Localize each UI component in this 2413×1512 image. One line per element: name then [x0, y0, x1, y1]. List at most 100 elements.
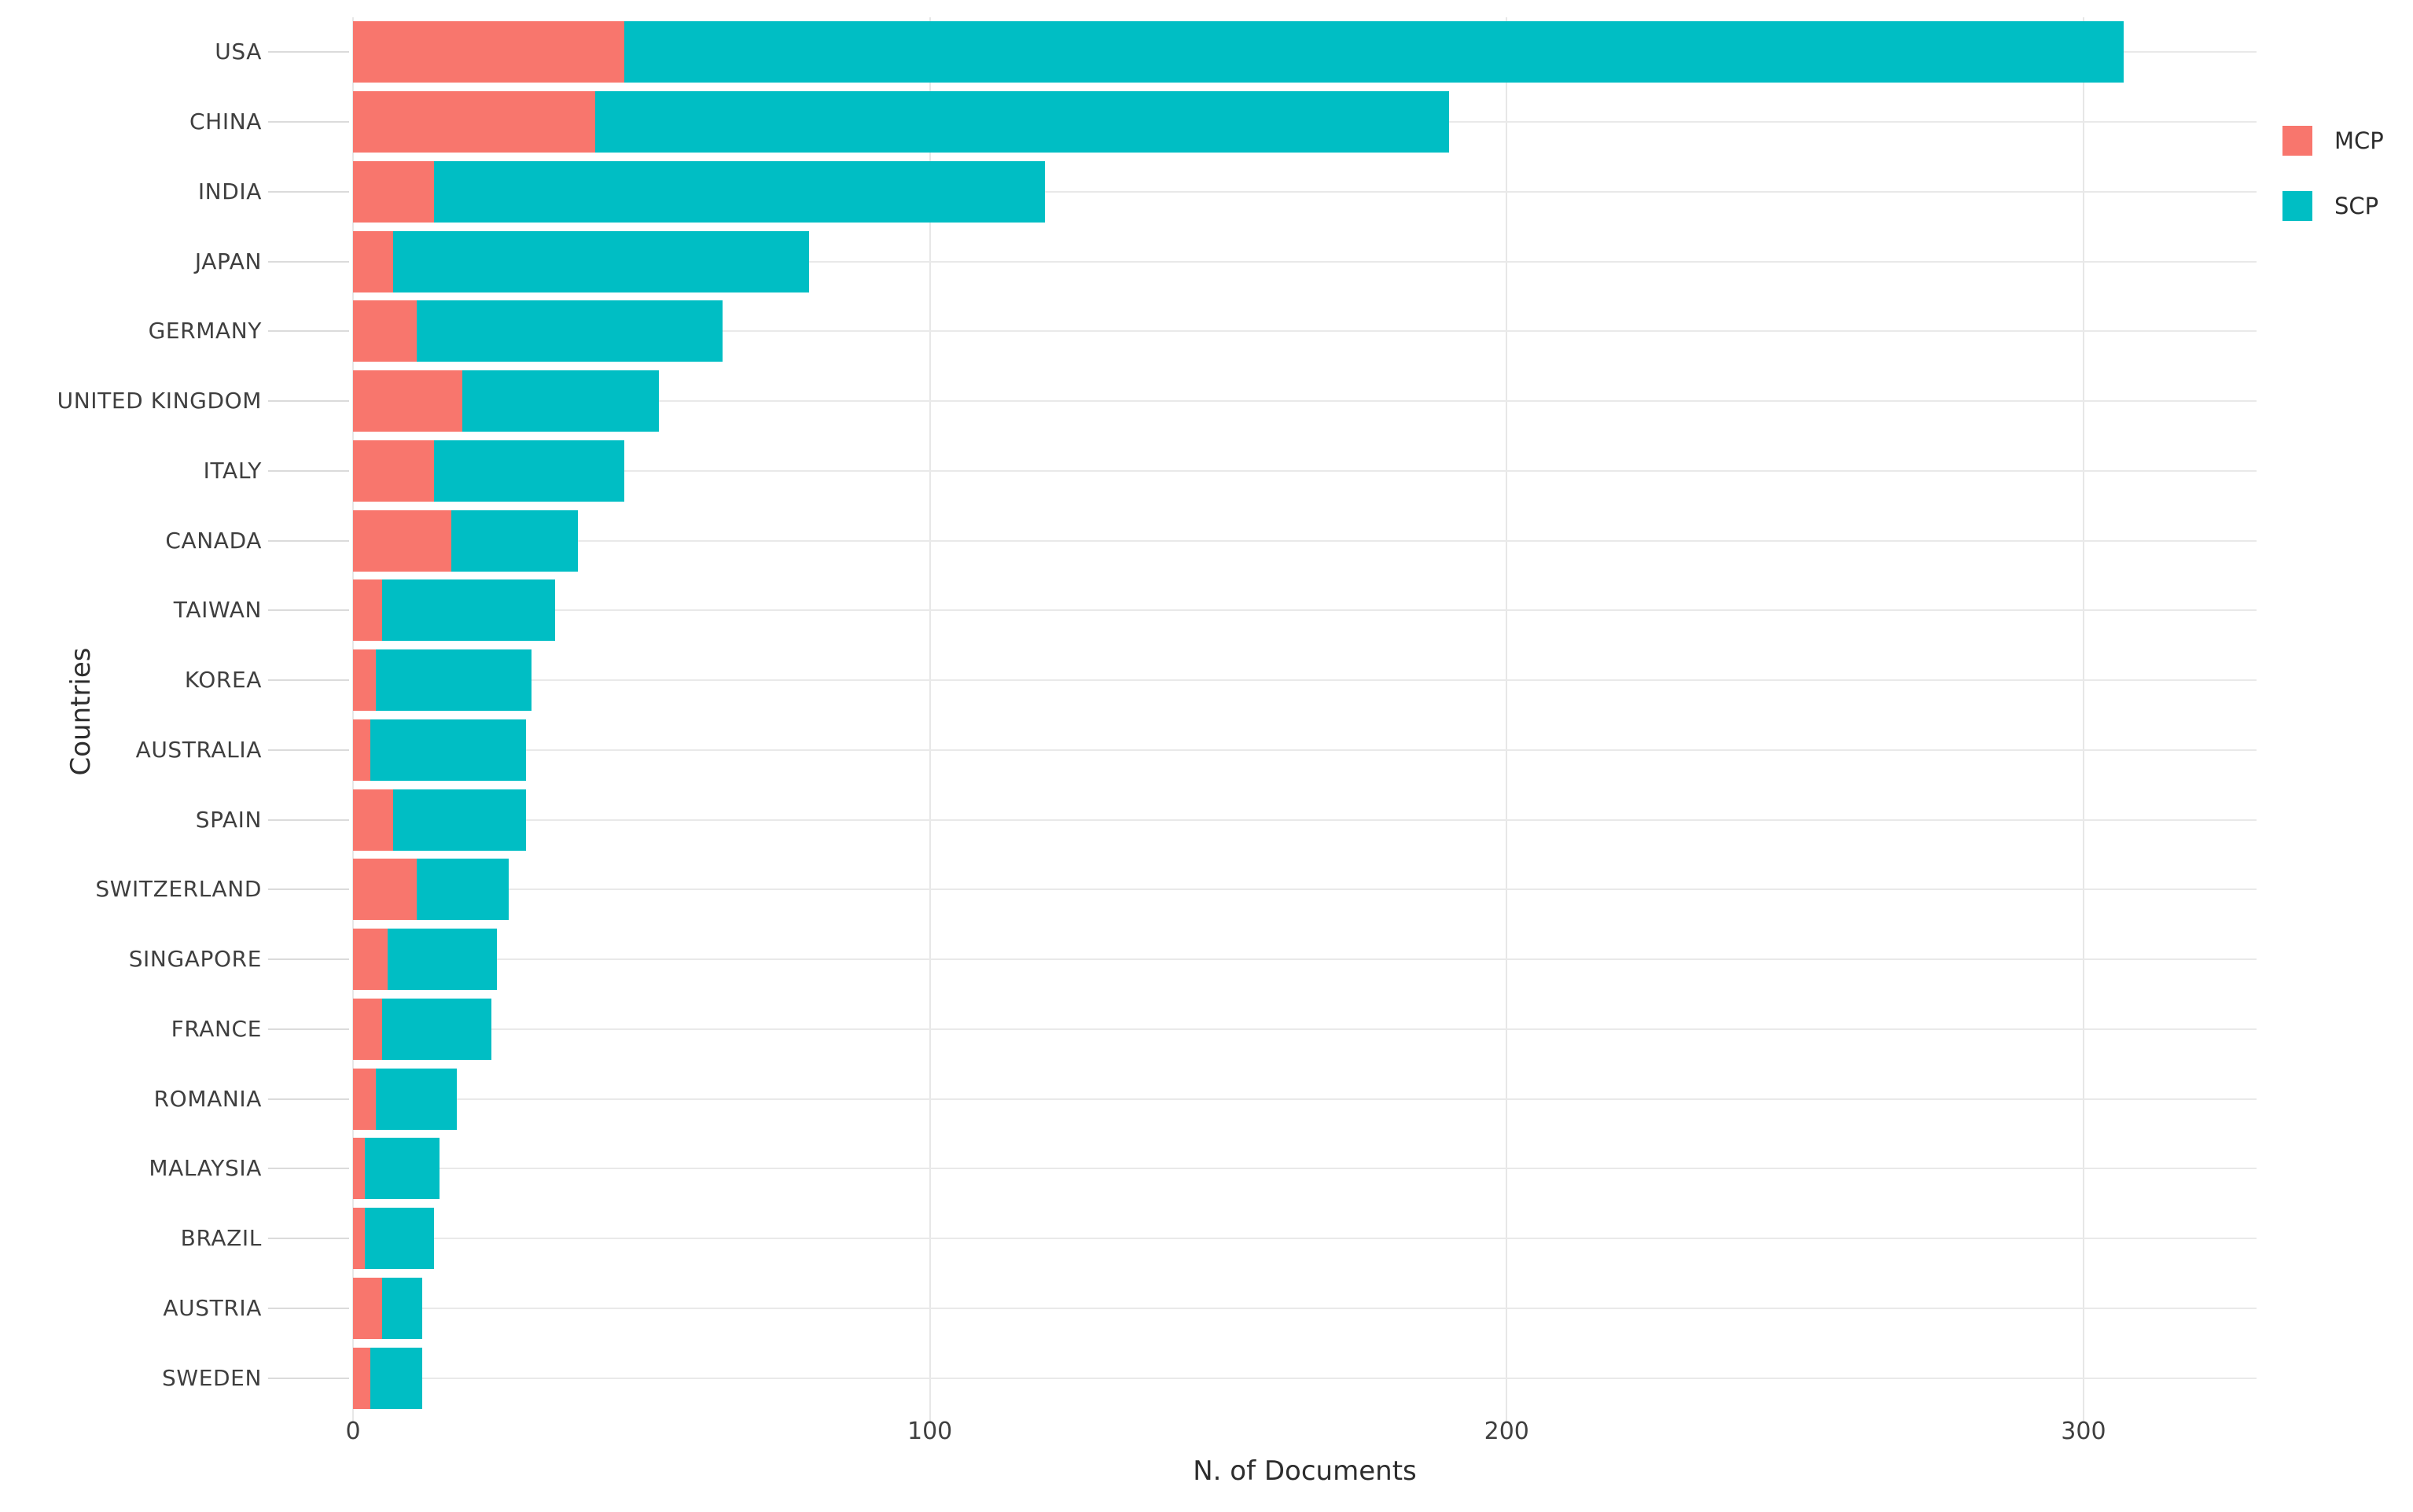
bar-row	[353, 506, 2257, 576]
bar-segment-scp-spain	[393, 789, 527, 851]
x-gridline-300	[2082, 17, 2084, 1424]
y-gridline	[353, 958, 2257, 961]
y-tick-line	[268, 51, 349, 53]
bar-segment-scp-germany	[416, 300, 723, 362]
y-tick-line	[268, 1098, 349, 1100]
y-axis-label-united-kingdom: UNITED KINGDOM	[57, 388, 262, 414]
bar-row	[353, 716, 2257, 785]
bar-row	[353, 226, 2257, 296]
bar-segment-mcp-china	[353, 91, 596, 153]
bar-segment-mcp-italy	[353, 440, 434, 502]
x-tick-label-200: 200	[1484, 1418, 1529, 1445]
y-gridline	[353, 1028, 2257, 1030]
bar-row	[353, 436, 2257, 506]
y-axis-label-italy: ITALY	[203, 457, 262, 484]
y-tick-line	[268, 190, 349, 193]
bar-segment-mcp-korea	[353, 649, 377, 712]
x-axis-title: N. of Documents	[1193, 1455, 1417, 1487]
y-tick-line	[268, 749, 349, 751]
bar-row	[353, 1274, 2257, 1344]
bar-segment-scp-austria	[381, 1277, 423, 1339]
y-tick-line	[268, 1168, 349, 1170]
y-axis-label-spain: SPAIN	[195, 806, 262, 833]
y-axis-label-germany: GERMANY	[148, 318, 262, 344]
bar-segment-scp-china	[595, 91, 1449, 153]
bar-segment-scp-canada	[451, 510, 579, 572]
y-axis-label-india: INDIA	[197, 178, 262, 204]
y-tick-line	[268, 469, 349, 472]
bar-segment-scp-usa	[623, 21, 2124, 83]
mcp-color-swatch	[2282, 126, 2312, 156]
y-tick-line	[268, 609, 349, 612]
bar-segment-scp-australia	[370, 719, 527, 781]
legend-entry-scp: SCP	[2282, 191, 2384, 221]
y-gridline	[353, 469, 2257, 472]
bar-segment-mcp-sweden	[353, 1347, 370, 1409]
y-tick-line	[268, 539, 349, 542]
bar-row	[353, 1343, 2257, 1413]
bar-row	[353, 87, 2257, 157]
x-gridline-100	[929, 17, 931, 1424]
bar-segment-mcp-australia	[353, 719, 370, 781]
bar-segment-scp-romania	[376, 1068, 458, 1130]
y-axis-label-switzerland: SWITZERLAND	[95, 876, 262, 903]
bar-row	[353, 785, 2257, 855]
bar-segment-scp-france	[381, 998, 492, 1060]
bar-segment-scp-switzerland	[416, 859, 509, 921]
bar-segment-mcp-canada	[353, 510, 451, 572]
bar-segment-mcp-austria	[353, 1277, 382, 1339]
bar-segment-mcp-switzerland	[353, 859, 417, 921]
bar-row	[353, 366, 2257, 436]
bar-segment-scp-brazil	[364, 1208, 434, 1270]
bar-row	[353, 646, 2257, 716]
bar-segment-scp-korea	[376, 649, 532, 712]
bar-segment-scp-united-kingdom	[462, 370, 659, 432]
bar-row	[353, 17, 2257, 87]
y-gridline	[353, 749, 2257, 751]
y-tick-line	[268, 819, 349, 821]
bar-row	[353, 1204, 2257, 1274]
x-gridline-200	[1506, 17, 1508, 1424]
bar-segment-mcp-japan	[353, 230, 394, 292]
bar-segment-mcp-taiwan	[353, 579, 382, 642]
y-tick-line	[268, 888, 349, 891]
y-tick-line	[268, 679, 349, 682]
bar-segment-mcp-france	[353, 998, 382, 1060]
y-axis-label-austria: AUSTRIA	[163, 1294, 262, 1321]
bar-row	[353, 925, 2257, 995]
bar-segment-scp-japan	[393, 230, 809, 292]
y-gridline	[353, 679, 2257, 682]
bar-row	[353, 157, 2257, 227]
y-axis-label-japan: JAPAN	[194, 248, 262, 274]
y-axis-label-china: CHINA	[189, 109, 262, 135]
bar-segment-scp-malaysia	[364, 1138, 440, 1200]
bar-segment-mcp-malaysia	[353, 1138, 365, 1200]
y-axis-label-france: FRANCE	[171, 1015, 262, 1042]
bar-segment-mcp-spain	[353, 789, 394, 851]
bar-segment-scp-italy	[433, 440, 624, 502]
bar-row	[353, 1134, 2257, 1204]
bar-row	[353, 855, 2257, 925]
bar-segment-mcp-singapore	[353, 929, 388, 991]
bar-row	[353, 995, 2257, 1065]
y-axis-label-usa: USA	[215, 39, 262, 65]
bar-segment-mcp-united-kingdom	[353, 370, 463, 432]
y-gridline	[353, 539, 2257, 542]
legend-entry-mcp: MCP	[2282, 126, 2384, 156]
y-tick-line	[268, 260, 349, 263]
y-gridline	[353, 1307, 2257, 1309]
bar-row	[353, 1064, 2257, 1134]
y-tick-line	[268, 958, 349, 961]
y-tick-line	[268, 400, 349, 403]
plot-area	[352, 17, 2257, 1424]
y-axis-label-malaysia: MALAYSIA	[149, 1155, 262, 1182]
y-gridline	[353, 1377, 2257, 1379]
bar-segment-mcp-usa	[353, 21, 624, 83]
y-axis-label-sweden: SWEDEN	[162, 1364, 262, 1391]
y-axis-label-brazil: BRAZIL	[180, 1225, 262, 1252]
x-tick-label-300: 300	[2061, 1418, 2106, 1445]
y-tick-line	[268, 1377, 349, 1379]
y-tick-line	[268, 1028, 349, 1030]
y-tick-line	[268, 1307, 349, 1309]
bar-segment-scp-india	[433, 160, 1046, 223]
